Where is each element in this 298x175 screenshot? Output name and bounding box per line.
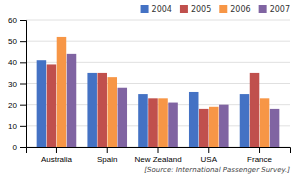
tick-label: Australia [41,155,73,164]
tick-mark [20,41,26,42]
legend-swatch [219,5,227,13]
y-tick: 40 [8,58,26,67]
bar [260,98,270,147]
legend-label: 2005 [191,5,211,14]
legend: 2004 2005 2006 2007 [141,5,290,14]
legend-swatch [259,5,267,13]
y-tick: 10 [8,122,26,131]
plot: 0 10 20 30 40 50 60 Australia Spain New Zealand US… [8,16,290,164]
bar [57,37,67,147]
y-tick: 20 [8,101,26,110]
grid-line [26,20,290,21]
bar [37,60,47,147]
bar [219,105,229,147]
tick-mark [158,147,159,153]
bars [37,37,280,147]
legend-item: 2005 [180,5,211,14]
x-tick: Spain [97,147,117,164]
bar [158,98,168,147]
bar [168,103,178,147]
tick-mark [259,147,260,153]
tick-label: 40 [8,58,17,67]
tick-mark [20,20,26,21]
bar [118,88,128,147]
tick-mark [107,147,108,153]
legend-label: 2004 [152,5,172,14]
axis-domain [27,148,291,154]
legend-label: 2007 [270,5,290,14]
tick-label: 20 [8,101,17,110]
chart: 0 10 20 30 40 50 60 Australia Spain New Zealand US… [0,0,298,175]
legend-item: 2007 [259,5,290,14]
tick-mark [20,147,26,148]
tick-label: New Zealand [134,155,181,164]
tick-mark [56,147,57,153]
bar [148,98,158,147]
legend-swatch [180,5,188,13]
y-tick: 0 [13,143,26,152]
bar-series [67,54,280,147]
legend-item: 2006 [219,5,250,14]
legend-item: 2004 [141,5,172,14]
x-tick: Australia [41,147,73,164]
tick-mark [208,147,209,153]
axis-domain [20,21,27,148]
legend-swatch [141,5,149,13]
tick-label: 10 [8,122,17,131]
tick-label: 60 [8,16,17,25]
bar [240,94,250,147]
tick-mark [20,84,26,85]
bar [138,94,148,147]
bar [270,109,280,147]
tick-label: 30 [8,80,17,89]
x-tick: New Zealand [134,147,181,164]
grid [26,20,290,147]
bar [199,109,209,147]
tick-label: 50 [8,37,17,46]
bar [250,73,260,147]
bar-series [47,64,260,147]
y-tick: 30 [8,80,26,89]
bar [97,73,107,147]
bar [47,64,57,147]
tick-mark [20,62,26,63]
tick-label: Spain [97,155,117,164]
tick-label: USA [201,155,218,164]
tick-label: 0 [13,143,18,152]
bar [107,77,117,147]
tick-label: France [247,155,272,164]
bar-series [57,37,270,147]
y-axis: 0 10 20 30 40 50 60 [8,16,26,152]
legend-label: 2006 [230,5,250,14]
x-tick: France [247,147,272,164]
y-tick: 50 [8,37,26,46]
tick-mark [20,126,26,127]
bar [67,54,77,147]
x-axis: Australia Spain New Zealand USA France [27,147,291,164]
x-tick: USA [201,147,218,164]
y-tick: 60 [8,16,26,25]
tick-mark [20,105,26,106]
bar [209,107,219,147]
bar [189,92,199,147]
annotation: [Source: International Passenger Survey.… [144,166,290,174]
bar [87,73,97,147]
